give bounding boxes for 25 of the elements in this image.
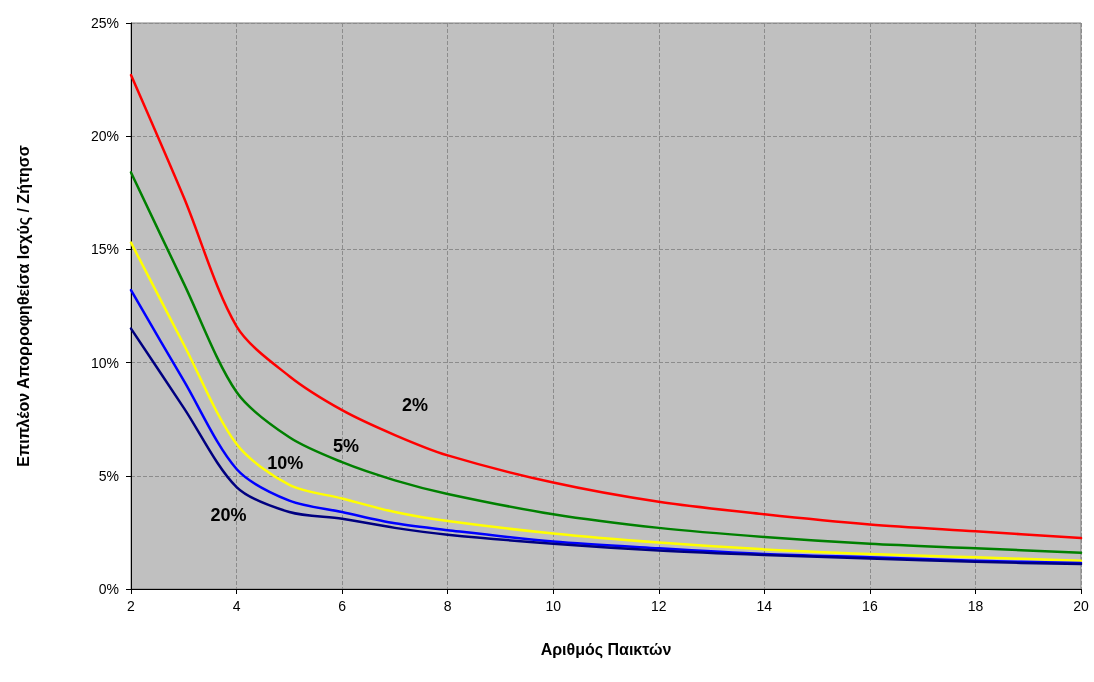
x-axis-title: Αριθμός Παικτών xyxy=(540,640,672,659)
x-tick-label: 20 xyxy=(1073,598,1089,614)
y-tick-label: 20% xyxy=(90,128,119,145)
y-tick-label: 5% xyxy=(98,467,119,484)
line-series xyxy=(129,171,1083,555)
x-tick-label: 10 xyxy=(545,598,562,614)
series-label: 5% xyxy=(333,436,360,457)
x-tick-label: 6 xyxy=(338,598,347,614)
y-tick-label: 15% xyxy=(90,241,119,258)
x-tick-label: 8 xyxy=(443,598,452,614)
y-tick-label: 25% xyxy=(90,15,119,31)
series-label: 2% xyxy=(401,395,428,416)
x-tick-label: 2 xyxy=(127,598,136,614)
x-tick-label: 18 xyxy=(967,598,984,614)
series-label: 10% xyxy=(267,452,304,473)
x-tick-label: 16 xyxy=(862,598,878,614)
x-tick-label: 14 xyxy=(756,598,773,614)
y-axis-title: Επιπλέον Απορροφηθείσα Ισχύς / Ζήτησσ xyxy=(14,145,33,467)
line-series xyxy=(129,241,1083,562)
y-tick-label: 10% xyxy=(90,354,119,371)
line-series xyxy=(129,73,1083,540)
x-tick-label: 12 xyxy=(650,598,667,614)
series-label: 20% xyxy=(210,505,247,526)
x-tick-label: 4 xyxy=(232,598,241,614)
y-tick-label: 0% xyxy=(98,581,119,597)
